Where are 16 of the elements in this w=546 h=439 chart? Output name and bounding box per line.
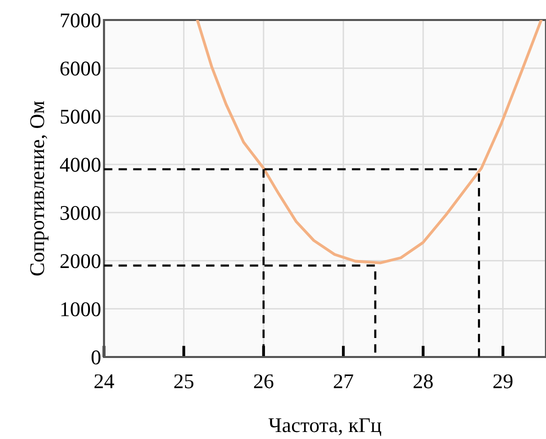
x-tick-label: 26: [254, 374, 274, 388]
y-tick-label: 6000: [60, 62, 100, 76]
x-tick-label: 29: [493, 374, 512, 388]
y-tick-label: 3000: [60, 206, 100, 220]
y-tick-label: 1000: [61, 302, 100, 316]
x-axis-title: Частота, кГц: [268, 418, 382, 436]
x-tick-label: 27: [334, 374, 354, 388]
y-tick-label: 7000: [60, 13, 100, 28]
y-tick-label: 4000: [60, 158, 100, 172]
x-tick-label: 28: [414, 374, 433, 388]
y-axis-title: Сопротивление, Ом: [30, 101, 48, 276]
y-tick-label: 0: [92, 350, 100, 364]
x-tick-label: 24: [94, 374, 114, 388]
y-tick-label: 5000: [60, 110, 100, 124]
y-tick-label: 2000: [60, 254, 100, 268]
x-tick-label: 25: [174, 374, 194, 388]
